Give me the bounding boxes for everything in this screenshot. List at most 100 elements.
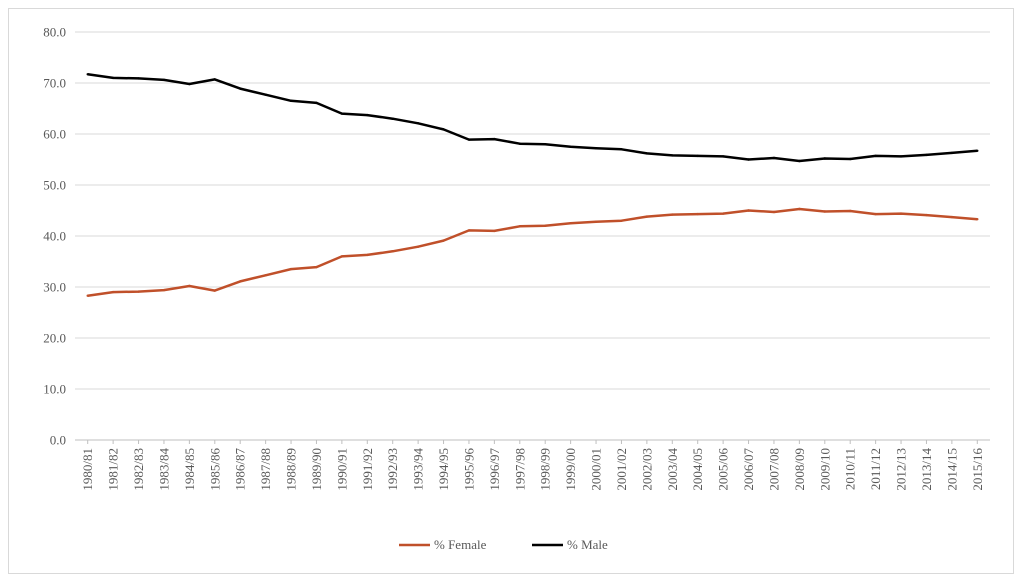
- data-point: [696, 212, 699, 216]
- data-point: [518, 142, 521, 145]
- y-tick-label: 20.0: [43, 331, 66, 346]
- x-tick-label: 2002/03: [639, 448, 654, 491]
- data-point: [594, 220, 598, 223]
- x-tick-label: 1982/83: [131, 448, 146, 491]
- y-tick-label: 70.0: [43, 76, 66, 91]
- data-point: [162, 78, 166, 82]
- x-tick-label: 2010/11: [843, 448, 858, 490]
- x-tick-label: 1984/85: [182, 448, 197, 491]
- data-point: [849, 157, 852, 161]
- x-tick-label: 1988/89: [284, 448, 299, 491]
- y-tick-label: 40.0: [43, 229, 66, 244]
- x-tick-label: 1993/94: [411, 448, 426, 491]
- data-point: [442, 128, 445, 131]
- data-point: [86, 73, 89, 76]
- data-point: [620, 148, 623, 151]
- data-point: [721, 212, 725, 215]
- data-point: [645, 215, 649, 218]
- x-tick-label: 2005/06: [716, 448, 731, 491]
- data-point: [798, 159, 801, 163]
- data-point: [137, 77, 140, 80]
- data-point: [366, 253, 369, 257]
- data-point: [493, 229, 496, 233]
- data-point: [976, 218, 979, 221]
- x-tick-label: 1990/91: [334, 448, 349, 491]
- y-axis-labels: 0.0 10.0 20.0 30.0 40.0 50.0 60.0 70.0 80.0: [43, 25, 66, 448]
- x-tick-label: 1997/98: [512, 448, 527, 491]
- data-point: [671, 154, 674, 157]
- x-tick-label: 1981/82: [106, 448, 121, 491]
- data-point: [264, 274, 267, 277]
- x-tick-label: 1986/87: [233, 448, 248, 491]
- data-point: [467, 229, 471, 232]
- y-tick-label: 50.0: [43, 178, 66, 193]
- data-point: [289, 267, 293, 271]
- x-tick-label: 2012/13: [894, 448, 909, 491]
- data-point: [111, 76, 115, 80]
- data-point: [213, 78, 216, 81]
- data-point: [442, 239, 445, 242]
- data-point: [264, 93, 267, 96]
- data-point: [188, 284, 191, 288]
- data-point: [976, 149, 979, 152]
- gridlines: [75, 31, 990, 441]
- data-point: [86, 294, 89, 297]
- data-point: [874, 212, 877, 216]
- x-tick-label: 1983/84: [156, 448, 171, 491]
- data-point: [747, 158, 750, 161]
- data-point: [493, 137, 496, 141]
- data-point: [416, 122, 420, 125]
- x-tick-label: 1994/95: [436, 448, 451, 491]
- legend-label-female: % Female: [434, 537, 487, 552]
- data-point: [950, 151, 954, 155]
- data-point: [772, 210, 776, 214]
- data-point: [239, 87, 242, 90]
- data-point: [213, 289, 216, 292]
- data-point: [315, 101, 318, 105]
- data-point: [798, 207, 801, 211]
- data-point: [340, 112, 344, 115]
- data-point: [518, 225, 521, 228]
- data-point: [289, 99, 293, 103]
- data-point: [569, 222, 572, 225]
- data-point: [467, 138, 471, 141]
- x-tick-label: 2001/02: [614, 448, 629, 491]
- x-tick-label: 1991/92: [360, 448, 375, 491]
- data-point: [366, 113, 369, 117]
- x-tick-label: 2013/14: [919, 448, 934, 491]
- data-point: [340, 255, 344, 258]
- y-tick-label: 80.0: [43, 25, 66, 40]
- x-tick-label: 1985/86: [207, 448, 222, 491]
- data-point: [544, 224, 547, 227]
- data-point: [950, 215, 954, 219]
- x-axis-labels: 1980/81 1981/82 1982/83 1983/84 1984/85 1985/…: [80, 440, 985, 491]
- data-point: [747, 209, 750, 212]
- x-tick-label: 2008/09: [792, 448, 807, 491]
- data-point: [162, 288, 166, 292]
- x-tick-label: 1992/93: [385, 448, 400, 491]
- data-point: [239, 280, 242, 283]
- x-tick-label: 1998/99: [538, 448, 553, 491]
- data-point: [823, 210, 826, 213]
- x-tick-label: 2007/08: [766, 448, 781, 491]
- y-tick-label: 10.0: [43, 382, 66, 397]
- x-tick-label: 1987/88: [258, 448, 273, 491]
- data-point: [645, 152, 649, 155]
- x-tick-label: 1995/96: [461, 448, 476, 491]
- data-point: [111, 290, 115, 294]
- legend: % Female % Male: [399, 537, 608, 552]
- data-point: [721, 155, 725, 158]
- x-tick-label: 2015/16: [970, 448, 985, 491]
- data-point: [874, 154, 877, 158]
- data-point: [391, 117, 394, 120]
- data-point: [899, 155, 903, 158]
- data-point: [696, 154, 699, 158]
- x-tick-label: 2014/15: [944, 448, 959, 491]
- x-tick-label: 2000/01: [589, 448, 604, 491]
- x-tick-label: 2003/04: [665, 448, 680, 491]
- series-line-female: [87, 207, 978, 297]
- x-tick-label: 1999/00: [563, 448, 578, 491]
- data-point: [137, 290, 140, 293]
- data-point: [594, 147, 598, 150]
